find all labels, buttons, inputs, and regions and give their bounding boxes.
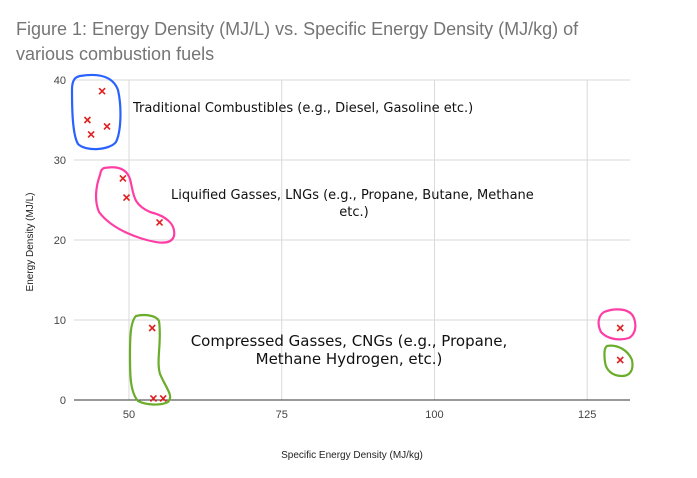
data-point xyxy=(83,116,92,124)
chart-title-line-1: Figure 1: Energy Density (MJ/L) vs. Spec… xyxy=(16,19,579,39)
cng-outlier-outline xyxy=(603,344,634,378)
data-point xyxy=(103,122,111,130)
y-tick-labels: 0 10 20 30 40 xyxy=(54,75,66,407)
lng-group-outline xyxy=(94,166,176,244)
y-tick-label: 0 xyxy=(60,395,66,407)
y-tick-label: 20 xyxy=(54,235,66,247)
y-axis-label: Energy Density (MJ/L) xyxy=(25,193,36,292)
data-point xyxy=(87,130,95,138)
chart-title-line-2: various combustion fuels xyxy=(16,44,214,64)
cng-group-outline xyxy=(128,313,172,406)
y-tick-label: 30 xyxy=(54,155,66,167)
data-point xyxy=(616,356,624,364)
traditional-group-label: Traditional Combustibles (e.g., Diesel, … xyxy=(132,101,473,116)
gridlines xyxy=(74,79,630,400)
x-axis-label: Specific Energy Density (MJ/kg) xyxy=(281,450,423,461)
lng-group-label-line-2: etc.) xyxy=(339,205,368,220)
data-points xyxy=(83,87,624,402)
traditional-group-outline xyxy=(70,73,122,151)
lng-outlier-outline xyxy=(597,308,637,341)
data-point xyxy=(155,218,164,226)
data-point xyxy=(159,394,167,402)
x-tick-labels: 50 75 100 125 xyxy=(123,409,597,421)
x-tick-label: 100 xyxy=(425,409,443,421)
data-point xyxy=(616,324,624,332)
cng-group-label-line-1: Compressed Gasses, CNGs (e.g., Propane, xyxy=(191,332,508,350)
x-tick-label: 75 xyxy=(276,409,288,421)
data-point xyxy=(119,174,127,182)
y-tick-label: 40 xyxy=(54,75,66,87)
data-point xyxy=(122,194,131,202)
data-point xyxy=(148,324,156,332)
lng-group-label-line-1: Liquified Gasses, LNGs (e.g., Propane, B… xyxy=(171,188,534,203)
data-point xyxy=(98,87,106,95)
cng-group-label-line-2: Methane Hydrogen, etc.) xyxy=(256,350,443,368)
x-tick-label: 50 xyxy=(123,409,135,421)
data-point xyxy=(149,394,157,402)
y-tick-label: 10 xyxy=(54,315,66,327)
x-tick-label: 125 xyxy=(578,409,596,421)
